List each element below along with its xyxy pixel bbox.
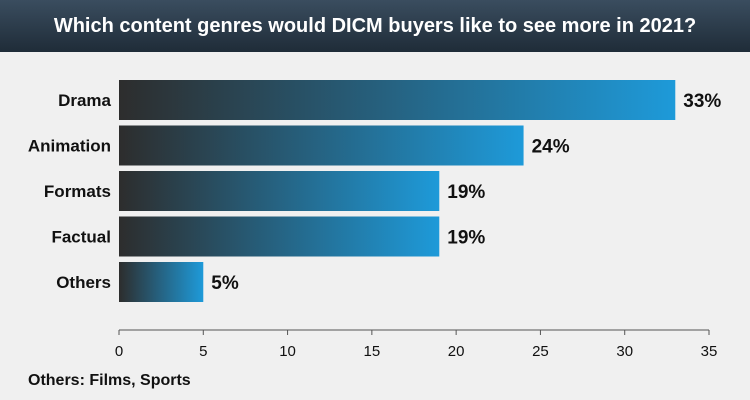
category-label-others: Others xyxy=(56,273,111,292)
bar-factual xyxy=(119,216,440,257)
chart-title: Which content genres would DICM buyers l… xyxy=(53,15,697,37)
bar-formats xyxy=(119,171,440,211)
bars-layer: Drama 33% Animation 24% Formats 19% Factual 19%… xyxy=(28,80,721,302)
x-tick-label: 25 xyxy=(532,343,549,360)
value-label-drama: 33% xyxy=(683,91,721,112)
title-bar xyxy=(0,0,750,52)
bar-others xyxy=(119,262,204,302)
x-axis-ticks: 0 5 10 15 20 25 30 35 xyxy=(115,330,718,360)
value-label-factual: 19% xyxy=(447,228,485,249)
x-tick-label: 10 xyxy=(279,343,296,360)
bar-animation xyxy=(119,125,524,166)
value-label-formats: 19% xyxy=(447,182,485,203)
x-tick-label: 35 xyxy=(701,343,718,360)
category-label-factual: Factual xyxy=(51,228,111,247)
x-tick-label: 5 xyxy=(199,343,207,360)
category-label-animation: Animation xyxy=(28,137,111,156)
value-label-animation: 24% xyxy=(532,137,570,158)
category-label-drama: Drama xyxy=(58,91,111,110)
x-tick-label: 30 xyxy=(616,343,633,360)
value-label-others: 5% xyxy=(211,273,239,294)
category-label-formats: Formats xyxy=(44,182,111,201)
bar-drama xyxy=(119,80,676,120)
x-tick-label: 20 xyxy=(448,343,465,360)
x-tick-label: 0 xyxy=(115,343,123,360)
footnote: Others: Films, Sports xyxy=(28,372,191,389)
x-tick-label: 15 xyxy=(364,343,381,360)
